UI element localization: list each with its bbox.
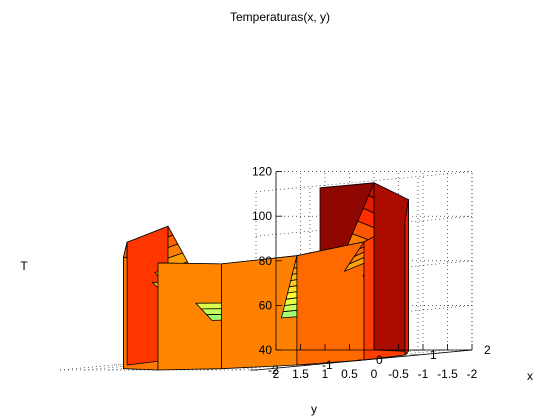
y-tick-label: 1 xyxy=(322,367,329,381)
surface-wall-cell xyxy=(373,182,409,352)
y-tick-label: -2 xyxy=(467,367,478,381)
z-axis-label: T xyxy=(20,259,28,273)
x-axis-label: x xyxy=(527,369,533,383)
z-tick-label: 40 xyxy=(259,343,273,357)
x-tick-label: -1 xyxy=(322,358,333,372)
surface-wall-cell xyxy=(404,199,409,356)
y-axis-label: y xyxy=(311,402,317,416)
z-tick-label: 80 xyxy=(259,254,273,268)
chart-title: Temperaturas(x, y) xyxy=(230,10,330,24)
y-tick-label: -1 xyxy=(418,367,429,381)
y-tick-label: 1.5 xyxy=(292,367,309,381)
y-tick-label: -0.5 xyxy=(388,367,409,381)
x-tick-label: 0 xyxy=(376,353,383,367)
axes: 40 60 80 100 120 2 1.5 1 0.5 0 -0.5 -1 -1.5 -2 -2 -1 0 1 2 xyxy=(250,165,491,381)
grid-line xyxy=(255,171,473,192)
x-tick-label: 2 xyxy=(484,343,491,357)
x-tick-label: 1 xyxy=(430,348,437,362)
surface-faces xyxy=(123,182,409,371)
y-tick-label: 0.5 xyxy=(341,367,358,381)
y-tick-label: 2 xyxy=(273,367,280,381)
y-tick-label: 0 xyxy=(371,367,378,381)
z-tick-label: 100 xyxy=(252,209,272,223)
z-tick-label: 60 xyxy=(259,298,273,312)
z-tick-label: 120 xyxy=(252,165,272,179)
y-tick-label: -1.5 xyxy=(437,367,458,381)
x-tick-label: -2 xyxy=(268,363,279,377)
